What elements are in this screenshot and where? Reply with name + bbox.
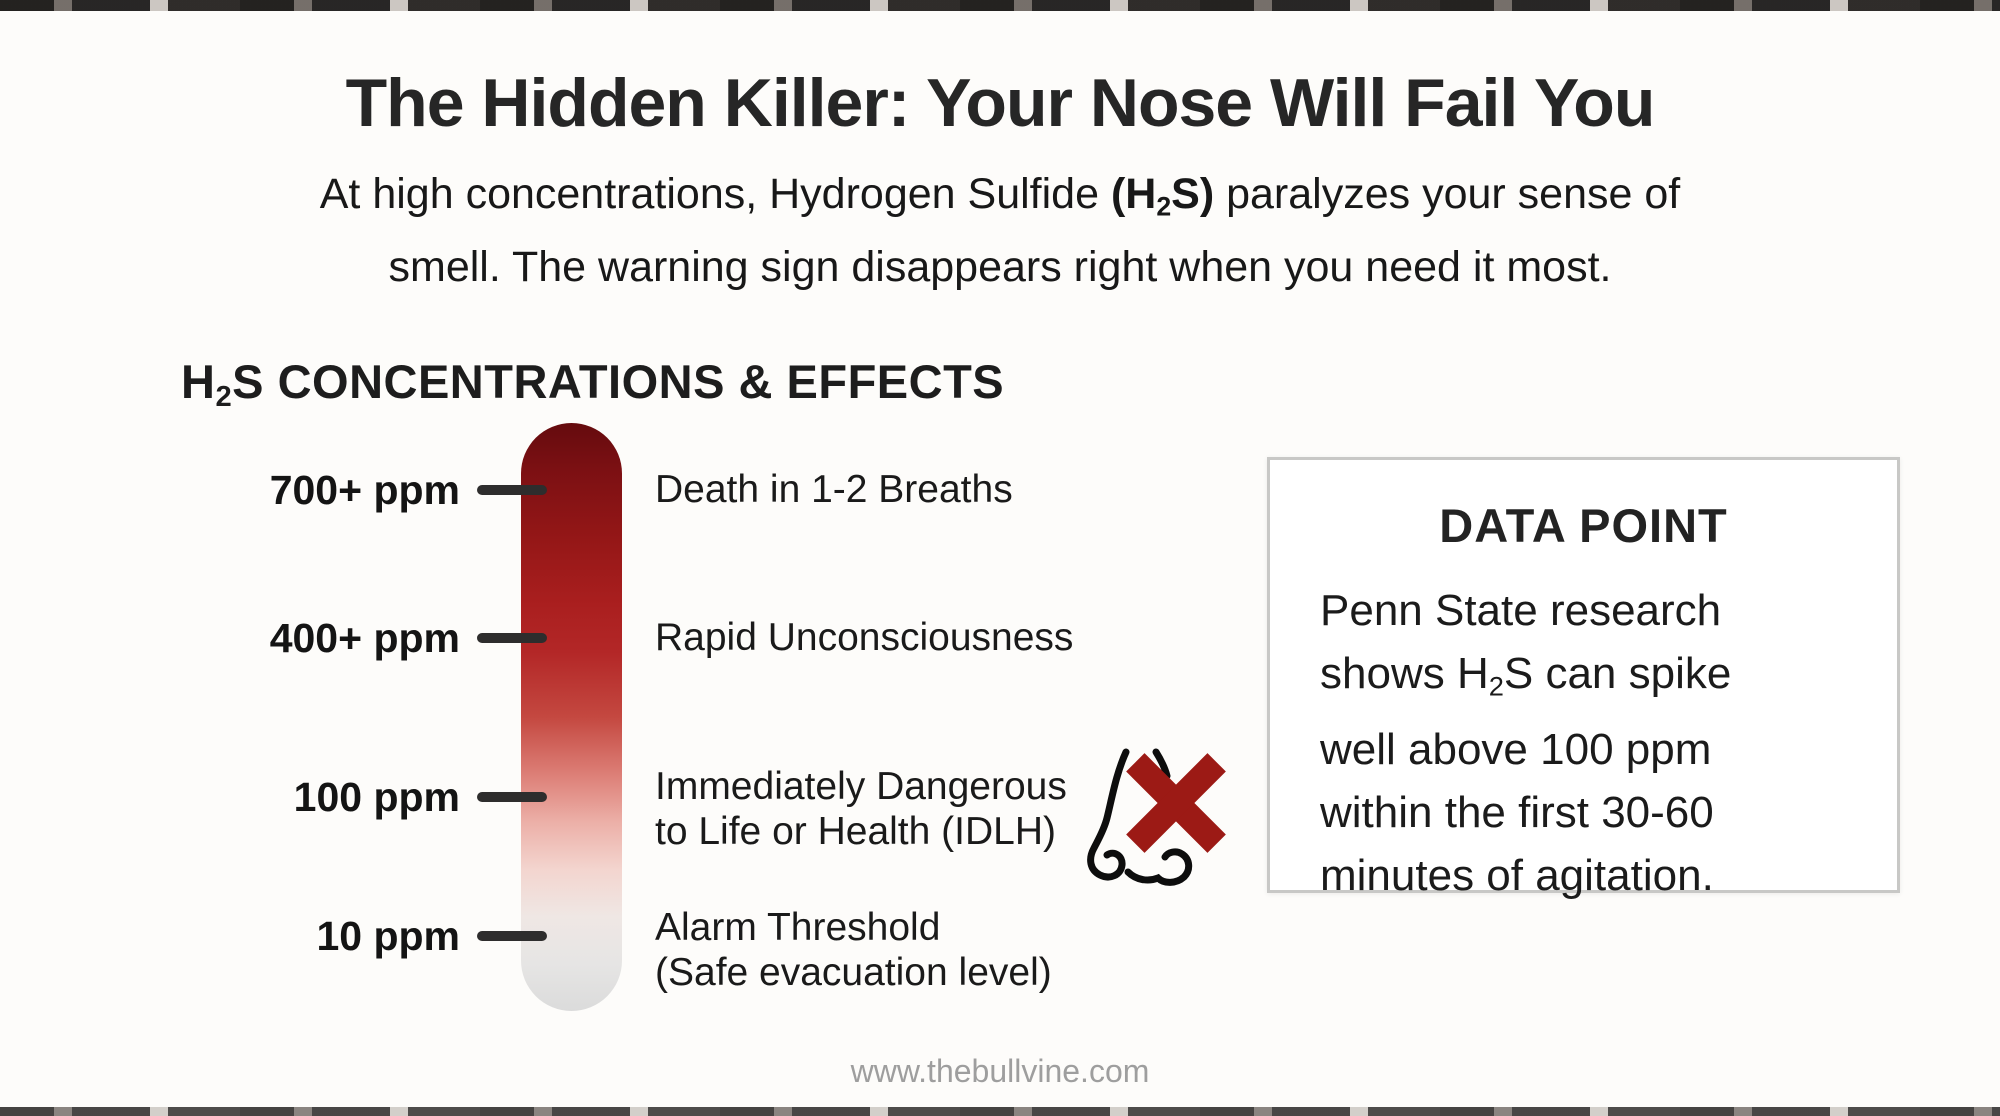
no-smell-indicator — [1080, 740, 1230, 890]
effect-label-10: Alarm Threshold (Safe evacuation level) — [655, 906, 1052, 994]
ppm-label-400: 400+ ppm — [269, 615, 460, 661]
ppm-label-100: 100 ppm — [293, 774, 460, 820]
footer-url: www.thebullvine.com — [850, 1053, 1150, 1089]
ppm-label-10: 10 ppm — [316, 913, 460, 959]
bottom-edge-artifact — [0, 1107, 2000, 1116]
concentration-gradient-bar — [521, 423, 622, 1011]
data-point-line: Penn State research — [1320, 586, 1722, 635]
subtitle-line2: smell. The warning sign disappears right… — [388, 243, 1612, 292]
subtitle-text-pre: At high concentrations, Hydrogen Sulfide — [319, 170, 1111, 218]
nose-icon — [1087, 748, 1226, 886]
page-subtitle: At high concentrations, Hydrogen Sulfide… — [0, 164, 2000, 298]
data-point-line: shows H2S can spike — [1320, 649, 1732, 702]
tick-mark-100 — [477, 792, 547, 802]
heading-h2s-subscript: 2 — [215, 381, 233, 414]
data-point-body: Penn State research shows H2S can spike … — [1320, 579, 1867, 907]
tick-mark-700 — [477, 485, 547, 495]
effect-label-100: Immediately Dangerous to Life or Health … — [655, 765, 1067, 853]
tick-mark-10 — [477, 931, 547, 941]
subtitle-text-post: paralyzes your sense of — [1214, 170, 1681, 218]
page-title: The Hidden Killer: Your Nose Will Fail Y… — [345, 65, 1656, 141]
x-mark-icon — [1126, 753, 1226, 853]
effect-label-700: Death in 1-2 Breaths — [655, 468, 1013, 511]
data-point-title: DATA POINT — [1439, 499, 1728, 552]
section-heading: H2S CONCENTRATIONS & EFFECTS — [181, 355, 1005, 414]
body-h2s-subscript: 2 — [1488, 670, 1504, 702]
top-edge-artifact — [0, 0, 2000, 11]
data-point-box: DATA POINT Penn State research shows H2S… — [1267, 457, 1900, 900]
data-point-line: minutes of agitation. — [1320, 850, 1714, 900]
tick-mark-400 — [477, 633, 547, 643]
effect-label-400: Rapid Unconsciousness — [655, 616, 1074, 659]
h2s-subscript: 2 — [1156, 191, 1172, 222]
data-point-line: well above 100 ppm — [1320, 724, 1712, 774]
data-point-line: within the first 30-60 — [1320, 787, 1714, 837]
h2s-formula: (H2S) — [1110, 170, 1215, 222]
ppm-label-700: 700+ ppm — [269, 467, 460, 513]
